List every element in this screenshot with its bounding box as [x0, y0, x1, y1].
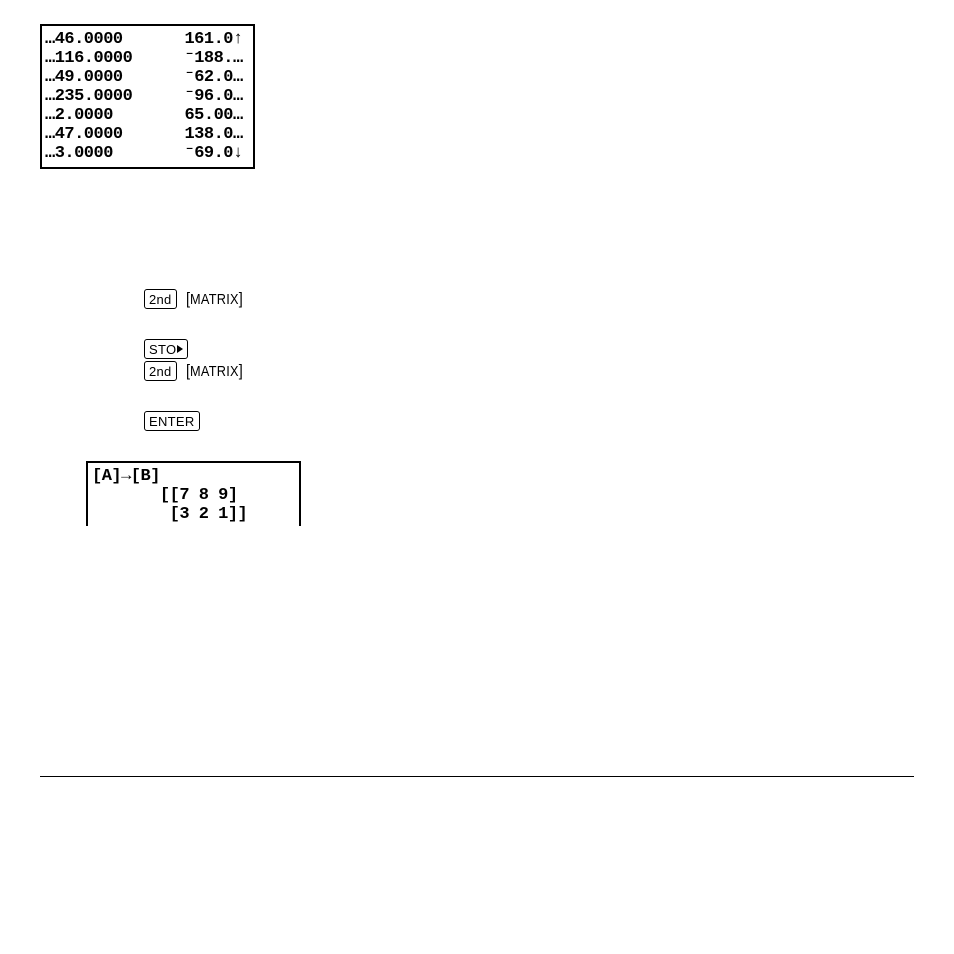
keystroke-sequence: 2nd [MATRIX] STO 2nd [MATRIX] ENTER [144, 289, 914, 431]
matrix-cell-right: 161.0 [153, 30, 233, 49]
matrix-row: …235.0000⁻96.0… [45, 87, 250, 106]
keyline-2nd-matrix-1: 2nd [MATRIX] [144, 289, 914, 309]
calculator-screen-matrix-store: [A]→[B] [[7 8 9] [3 2 1]] [86, 461, 301, 526]
matrix-cell-left: …2.0000 [45, 106, 153, 125]
scroll-indicator: … [233, 49, 245, 68]
keyline-enter: ENTER [144, 411, 914, 431]
key-2nd: 2nd [144, 289, 177, 309]
matrix-row: …2.000065.00… [45, 106, 250, 125]
matrix-cell-right: ⁻96.0 [153, 87, 233, 106]
key-enter: ENTER [144, 411, 200, 431]
scroll-indicator: ↑ [233, 30, 245, 49]
scroll-indicator: … [233, 125, 245, 144]
matrix-cell-left: …46.0000 [45, 30, 153, 49]
matrix-cell-right: 65.00 [153, 106, 233, 125]
matrix-cell-left: …116.0000 [45, 49, 153, 68]
calculator-screen-matrix-scroll: …46.0000161.0↑…116.0000⁻188.……49.0000⁻62… [40, 24, 255, 169]
key-2nd: 2nd [144, 361, 177, 381]
matrix-cell-left: …49.0000 [45, 68, 153, 87]
matrix-cell-left: …47.0000 [45, 125, 153, 144]
matrix-row: …3.0000⁻69.0↓ [45, 144, 250, 163]
scroll-indicator: … [233, 106, 245, 125]
screen2-line3: [3 2 1]] [92, 505, 295, 524]
matrix-cell-right: ⁻69.0 [153, 144, 233, 163]
key-matrix-bracketed: [MATRIX] [186, 361, 243, 381]
matrix-row: …46.0000161.0↑ [45, 30, 250, 49]
screen2-line2: [[7 8 9] [92, 486, 295, 505]
matrix-cell-left: …235.0000 [45, 87, 153, 106]
matrix-cell-right: ⁻62.0 [153, 68, 233, 87]
matrix-cell-left: …3.0000 [45, 144, 153, 163]
key-matrix-bracketed: [MATRIX] [186, 289, 243, 309]
matrix-row: …49.0000⁻62.0… [45, 68, 250, 87]
matrix-row: …116.0000⁻188.… [45, 49, 250, 68]
matrix-row: …47.0000138.0… [45, 125, 250, 144]
right-triangle-icon [177, 345, 183, 353]
scroll-indicator: ↓ [233, 144, 245, 163]
page-footer-rule [40, 776, 914, 777]
matrix-cell-right: ⁻188. [153, 49, 233, 68]
matrix-cell-right: 138.0 [153, 125, 233, 144]
keyline-2nd-matrix-2: 2nd [MATRIX] [144, 361, 914, 381]
screen2-line1: [A]→[B] [92, 467, 295, 486]
keyline-sto: STO [144, 339, 914, 359]
key-sto: STO [144, 339, 188, 359]
scroll-indicator: … [233, 68, 245, 87]
scroll-indicator: … [233, 87, 245, 106]
